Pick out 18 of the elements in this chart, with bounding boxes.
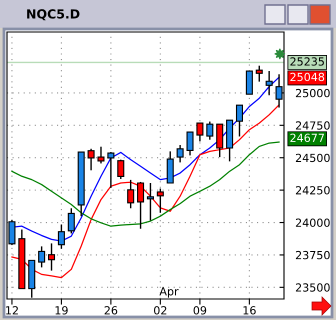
x-tick-label: 02 (154, 306, 166, 315)
x-tick-label: 16 (244, 306, 256, 315)
x-tick-label: 09 (194, 306, 206, 315)
ref-line-label: 25235 (290, 57, 324, 66)
annotation: Apr (159, 287, 179, 298)
y-tick-label: 24250 (296, 186, 330, 195)
y-tick-label: 25000 (296, 88, 330, 98)
text: 25048 (290, 72, 324, 82)
x-tick-label: 26 (104, 306, 118, 315)
chart-title: NQC5.D (27, 9, 80, 20)
y-tick-label: 24750 (296, 121, 330, 130)
y-tick-label: 23500 (296, 283, 330, 292)
x-tick-label: 19 (56, 306, 68, 315)
text: 24677 (290, 134, 324, 142)
x-tick-label: 12 (6, 306, 18, 314)
y-tick-label: 24500 (296, 154, 330, 162)
y-tick-label: 24000 (296, 218, 330, 227)
y-tick-label: 23750 (296, 250, 330, 260)
